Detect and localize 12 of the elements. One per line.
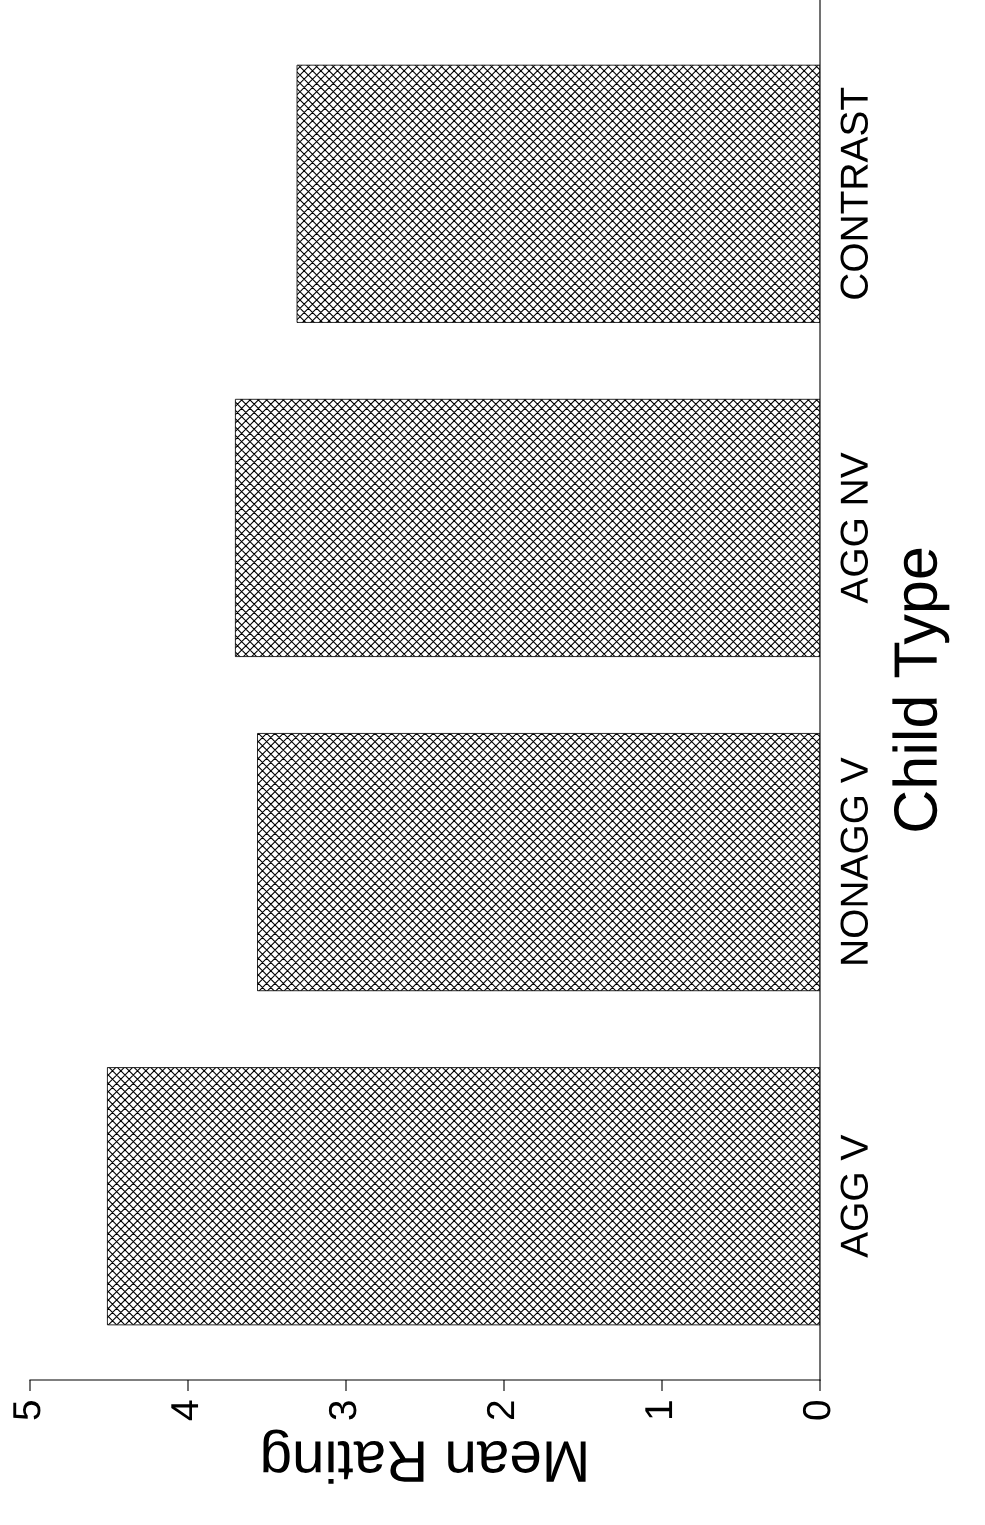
x-tick-label: 3 (328, 1401, 357, 1420)
y-axis-title: Child Type (892, 548, 950, 831)
y-tick-label: AGG V (840, 1134, 869, 1258)
x-tick-label: 2 (486, 1401, 515, 1420)
x-tick-label: 5 (13, 1401, 41, 1420)
y-tick-label: CONTRAST (840, 87, 869, 299)
x-axis-title: Mean Rating (263, 1429, 586, 1484)
y-tick-label: NONAGG V (840, 757, 869, 964)
x-tick-label: 4 (171, 1400, 199, 1421)
x-tick-label: 0 (802, 1400, 831, 1420)
x-tick-label: 1 (645, 1401, 673, 1419)
y-tick-label: AGG NV (840, 452, 869, 604)
